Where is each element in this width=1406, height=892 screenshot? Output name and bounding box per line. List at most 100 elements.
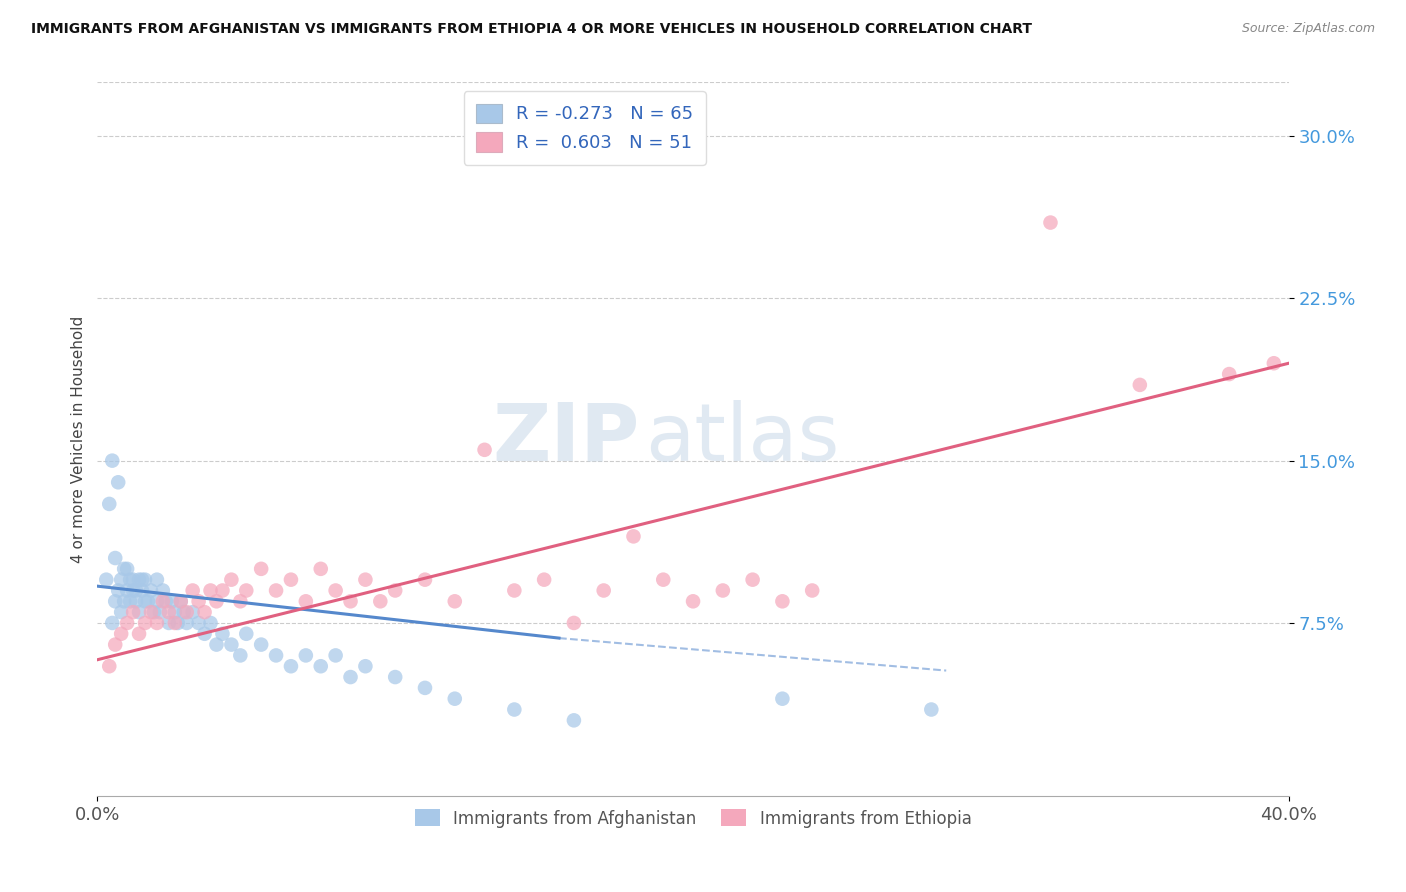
Point bbox=[115, 615, 138, 630]
Point bbox=[295, 648, 318, 663]
Point bbox=[205, 594, 228, 608]
Point bbox=[107, 475, 129, 490]
Point bbox=[110, 605, 132, 619]
Point bbox=[136, 594, 159, 608]
Legend: Immigrants from Afghanistan, Immigrants from Ethiopia: Immigrants from Afghanistan, Immigrants … bbox=[408, 803, 979, 834]
Point bbox=[325, 648, 347, 663]
Point bbox=[101, 453, 124, 467]
Point bbox=[205, 638, 228, 652]
Point bbox=[157, 605, 180, 619]
Point bbox=[354, 659, 377, 673]
Point bbox=[139, 605, 162, 619]
Point bbox=[339, 594, 361, 608]
Point bbox=[229, 594, 252, 608]
Point bbox=[235, 627, 257, 641]
Point bbox=[104, 551, 127, 566]
Point bbox=[146, 573, 169, 587]
Y-axis label: 4 or more Vehicles in Household: 4 or more Vehicles in Household bbox=[72, 316, 86, 563]
Point bbox=[443, 691, 465, 706]
Point bbox=[562, 615, 585, 630]
Point bbox=[474, 442, 496, 457]
Text: IMMIGRANTS FROM AFGHANISTAN VS IMMIGRANTS FROM ETHIOPIA 4 OR MORE VEHICLES IN HO: IMMIGRANTS FROM AFGHANISTAN VS IMMIGRANT… bbox=[31, 22, 1032, 37]
Point bbox=[152, 594, 174, 608]
Point bbox=[229, 648, 252, 663]
Point bbox=[131, 583, 153, 598]
Point bbox=[503, 702, 526, 716]
Point bbox=[128, 627, 150, 641]
Point bbox=[176, 605, 198, 619]
Point bbox=[134, 594, 156, 608]
Point bbox=[134, 573, 156, 587]
Point bbox=[770, 594, 793, 608]
Point bbox=[623, 529, 645, 543]
Point bbox=[149, 605, 172, 619]
Point bbox=[187, 615, 209, 630]
Point bbox=[104, 594, 127, 608]
Point bbox=[155, 594, 177, 608]
Point bbox=[503, 583, 526, 598]
Point bbox=[354, 573, 377, 587]
Point bbox=[160, 594, 183, 608]
Point bbox=[235, 583, 257, 598]
Point bbox=[295, 594, 318, 608]
Point bbox=[682, 594, 704, 608]
Point bbox=[104, 638, 127, 652]
Point bbox=[131, 573, 153, 587]
Point bbox=[107, 583, 129, 598]
Point bbox=[368, 594, 391, 608]
Point bbox=[146, 615, 169, 630]
Point bbox=[711, 583, 734, 598]
Point bbox=[920, 702, 942, 716]
Point bbox=[309, 562, 332, 576]
Point bbox=[115, 583, 138, 598]
Point bbox=[194, 627, 217, 641]
Point bbox=[157, 615, 180, 630]
Point bbox=[1218, 367, 1240, 381]
Point bbox=[443, 594, 465, 608]
Point bbox=[96, 573, 118, 587]
Point bbox=[1039, 216, 1062, 230]
Point bbox=[200, 615, 222, 630]
Point bbox=[533, 573, 555, 587]
Point bbox=[801, 583, 824, 598]
Point bbox=[413, 681, 436, 695]
Point bbox=[98, 659, 121, 673]
Text: ZIP: ZIP bbox=[492, 400, 640, 478]
Point bbox=[120, 594, 142, 608]
Point bbox=[128, 573, 150, 587]
Point bbox=[181, 583, 204, 598]
Point bbox=[173, 605, 195, 619]
Point bbox=[166, 615, 188, 630]
Point bbox=[1263, 356, 1285, 370]
Point bbox=[112, 562, 135, 576]
Point bbox=[110, 627, 132, 641]
Point bbox=[770, 691, 793, 706]
Point bbox=[115, 562, 138, 576]
Point bbox=[741, 573, 763, 587]
Point bbox=[264, 583, 287, 598]
Point bbox=[134, 615, 156, 630]
Point bbox=[125, 583, 148, 598]
Point bbox=[170, 594, 193, 608]
Point bbox=[221, 573, 243, 587]
Point bbox=[128, 605, 150, 619]
Point bbox=[250, 638, 273, 652]
Point bbox=[110, 573, 132, 587]
Point bbox=[163, 605, 186, 619]
Point bbox=[384, 670, 406, 684]
Point bbox=[187, 594, 209, 608]
Point bbox=[339, 670, 361, 684]
Point bbox=[125, 594, 148, 608]
Point bbox=[146, 594, 169, 608]
Point bbox=[170, 594, 193, 608]
Point bbox=[1129, 377, 1152, 392]
Point bbox=[592, 583, 614, 598]
Point bbox=[384, 583, 406, 598]
Point bbox=[152, 583, 174, 598]
Point bbox=[181, 605, 204, 619]
Point bbox=[142, 605, 165, 619]
Point bbox=[176, 615, 198, 630]
Text: Source: ZipAtlas.com: Source: ZipAtlas.com bbox=[1241, 22, 1375, 36]
Point bbox=[139, 583, 162, 598]
Point bbox=[122, 605, 145, 619]
